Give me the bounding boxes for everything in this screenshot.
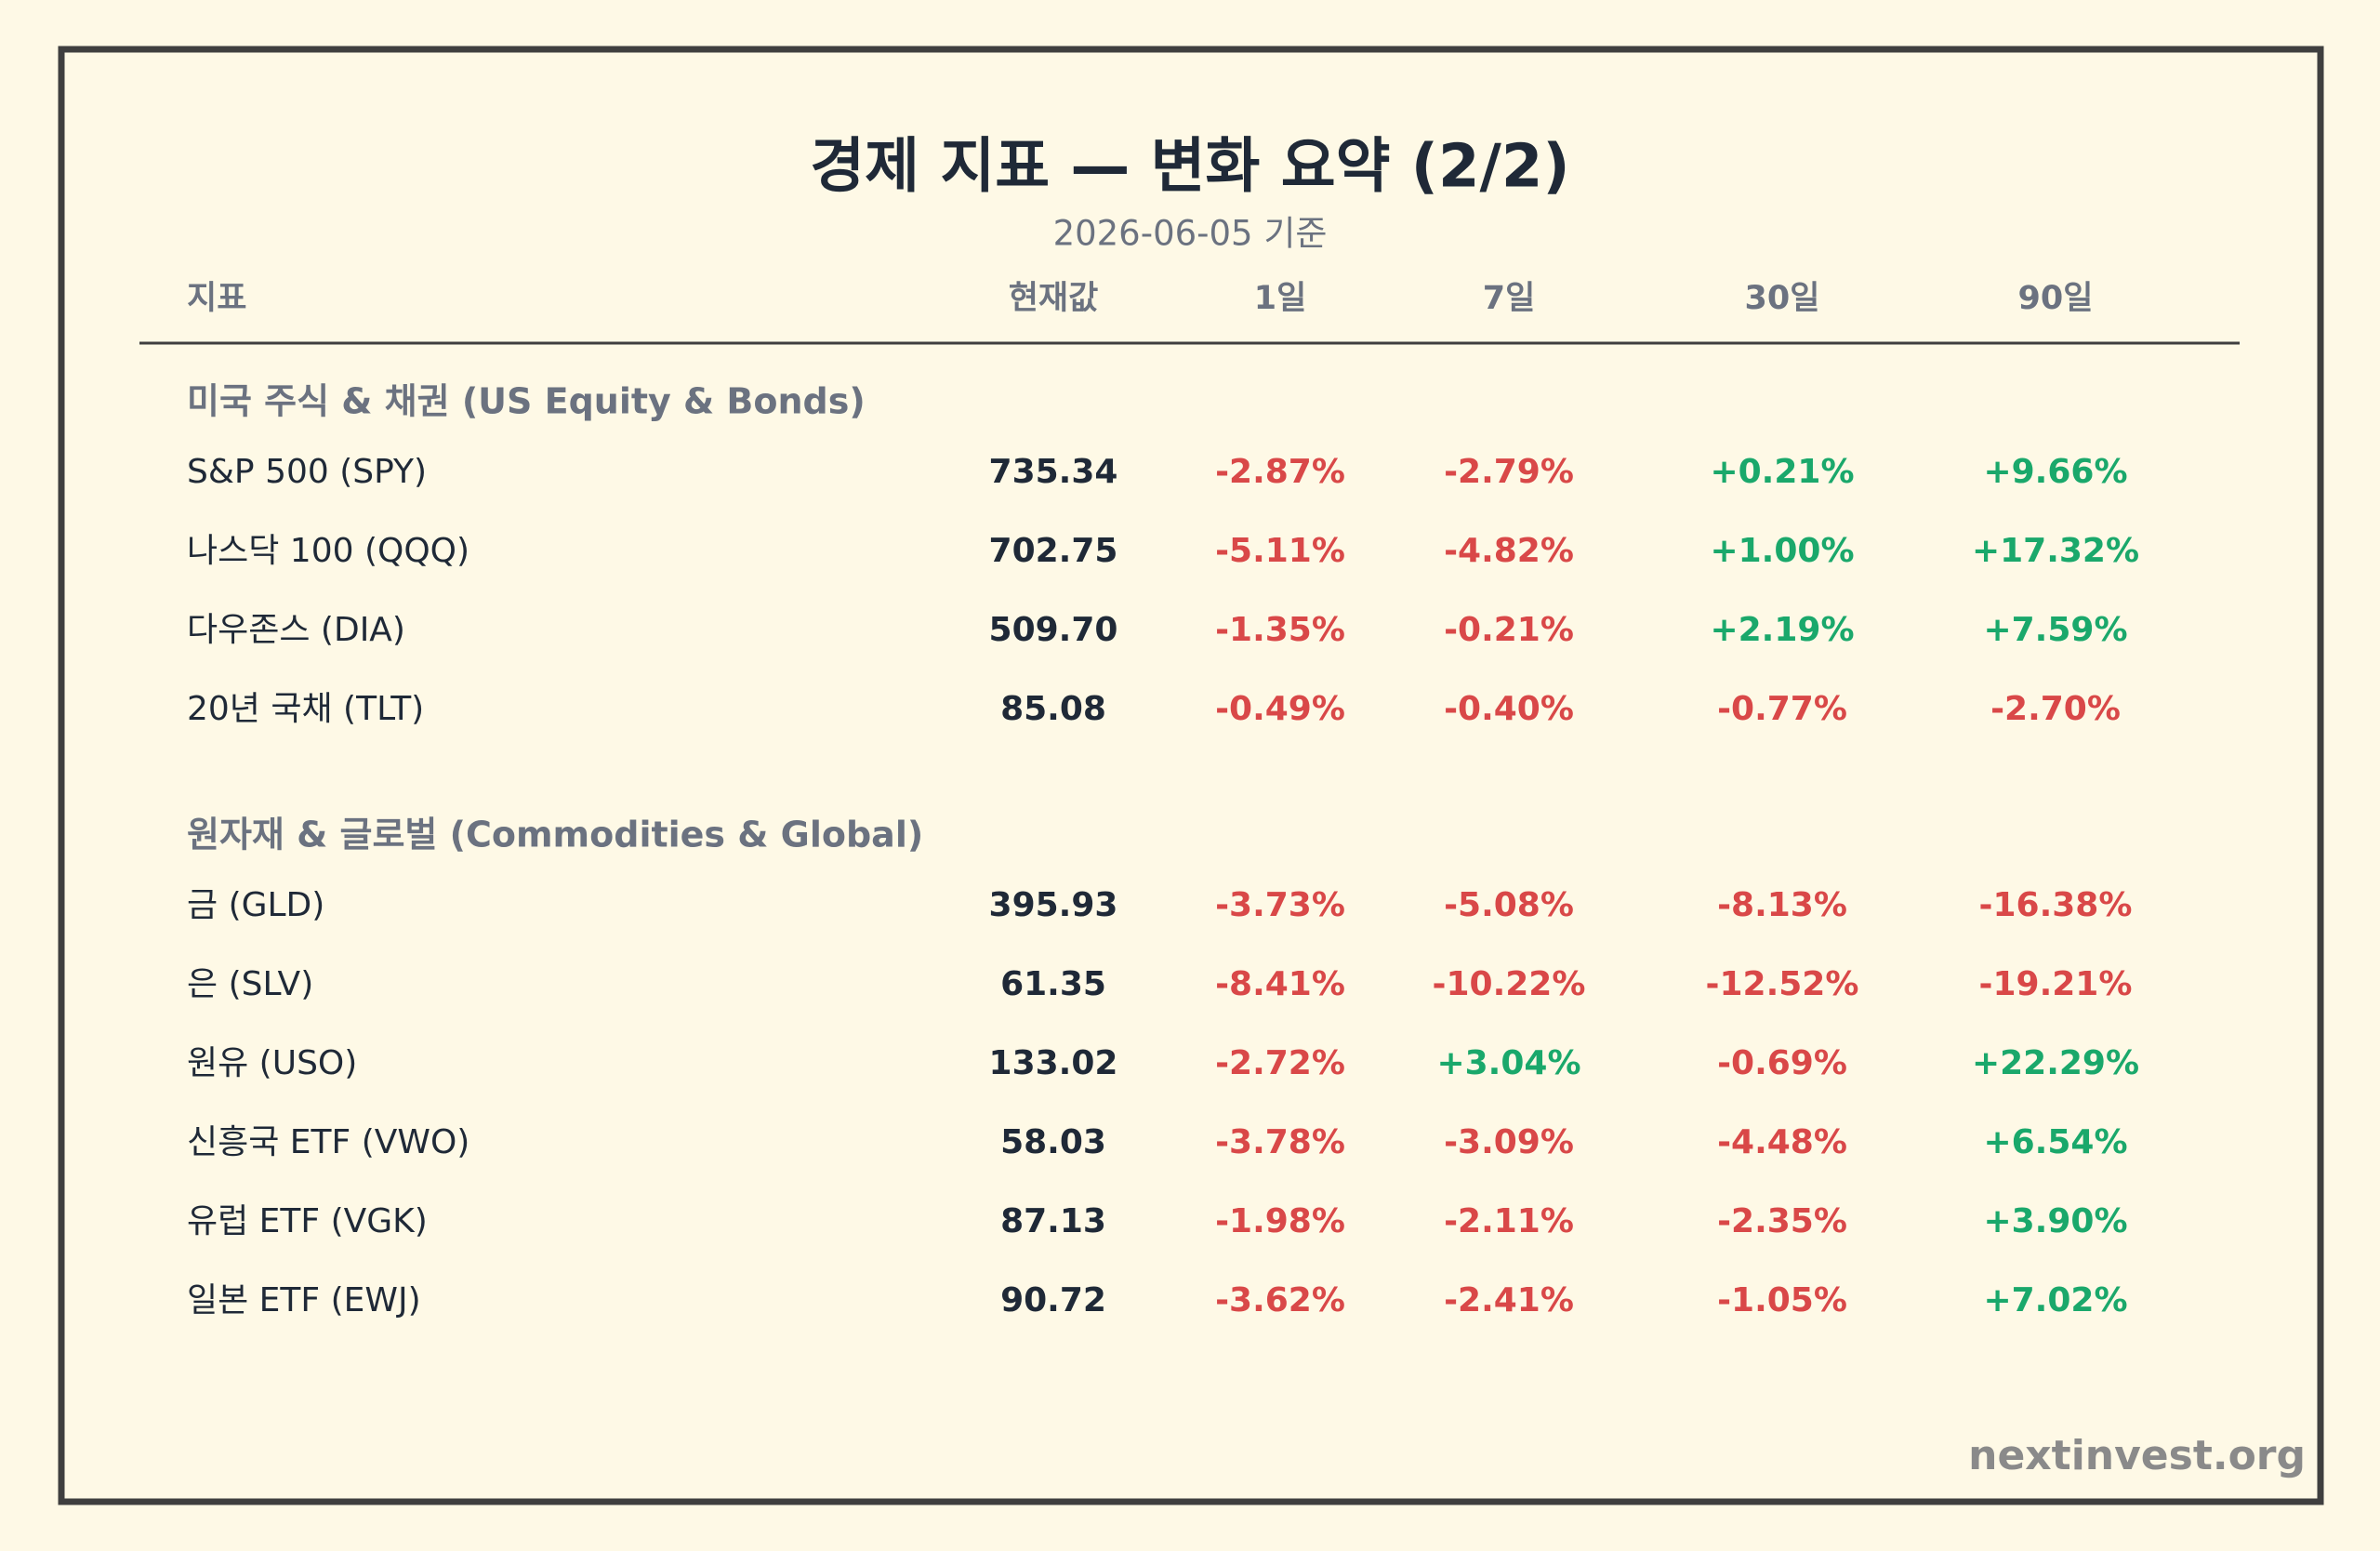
cell: -3.73% [1215,886,1345,924]
cell: 58.03 [1000,1123,1106,1161]
subtitle: 2026-06-05 기준 [1053,214,1328,254]
cell: -10.22% [1433,965,1586,1003]
cell: +9.66% [1983,453,2127,491]
row-label: 금 (GLD) [187,886,324,924]
cell: 133.02 [989,1044,1118,1082]
cell: -12.52% [1706,965,1859,1003]
row-label: 은 (SLV) [187,965,313,1003]
cell: +17.32% [1972,532,2139,570]
cell: -8.41% [1215,965,1345,1003]
row-label: 일본 ETF (EWJ) [187,1281,421,1319]
cell: -2.35% [1717,1202,1847,1240]
cell: +2.19% [1710,611,1854,649]
cell: 702.75 [989,532,1118,570]
cell: +0.21% [1710,453,1854,491]
cell: 61.35 [1000,965,1106,1003]
cell: 85.08 [1000,690,1106,728]
cell: +7.02% [1983,1281,2127,1319]
cell: +22.29% [1972,1044,2139,1082]
column-header: 현재값 [1009,280,1099,317]
cell: 395.93 [989,886,1118,924]
cell: -1.98% [1215,1202,1345,1240]
cell: -2.41% [1444,1281,1574,1319]
cell: +3.04% [1436,1044,1580,1082]
title: 경제 지표 — 변화 요약 (2/2) [810,133,1569,202]
cell: -2.11% [1444,1202,1574,1240]
cell: +1.00% [1710,532,1854,570]
cell: -8.13% [1717,886,1847,924]
cell: -3.78% [1215,1123,1345,1161]
column-header: 90일 [2018,280,2094,317]
row-label: 신흥국 ETF (VWO) [187,1123,469,1161]
column-header: 지표 [187,280,246,317]
column-header: 30일 [1745,280,1820,317]
section-title: 미국 주식 & 채권 (US Equity & Bonds) [187,381,866,422]
cell: -3.09% [1444,1123,1574,1161]
cell: -2.79% [1444,453,1574,491]
cell: 90.72 [1000,1281,1106,1319]
cell: -19.21% [1979,965,2133,1003]
cell: -3.62% [1215,1281,1345,1319]
cell: -0.77% [1717,690,1847,728]
cell: +7.59% [1983,611,2127,649]
cell: -2.72% [1215,1044,1345,1082]
column-header: 7일 [1483,280,1536,317]
row-label: 나스닥 100 (QQQ) [187,532,469,570]
cell: +6.54% [1983,1123,2127,1161]
cell: -1.35% [1215,611,1345,649]
cell: 87.13 [1000,1202,1106,1240]
cell: +3.90% [1983,1202,2127,1240]
cell: -0.69% [1717,1044,1847,1082]
frame [58,46,2324,1505]
row-label: 원유 (USO) [187,1044,357,1082]
cell: -4.82% [1444,532,1574,570]
cell: 735.34 [989,453,1118,491]
row-label: 유럽 ETF (VGK) [187,1202,428,1240]
row-label: S&P 500 (SPY) [187,453,427,491]
section-title: 원자재 & 글로벌 (Commodities & Global) [187,815,923,855]
cell: 509.70 [989,611,1118,649]
column-header: 1일 [1254,280,1307,317]
cell: -2.70% [1990,690,2121,728]
cell: -16.38% [1979,886,2133,924]
row-label: 20년 국채 (TLT) [187,690,424,728]
cell: -5.11% [1215,532,1345,570]
cell: -4.48% [1717,1123,1847,1161]
cell: -0.21% [1444,611,1574,649]
cell: -2.87% [1215,453,1345,491]
cell: -1.05% [1717,1281,1847,1319]
cell: -5.08% [1444,886,1574,924]
watermark: nextinvest.org [1968,1432,2306,1479]
row-label: 다우존스 (DIA) [187,611,405,649]
cell: -0.49% [1215,690,1345,728]
cell: -0.40% [1444,690,1574,728]
